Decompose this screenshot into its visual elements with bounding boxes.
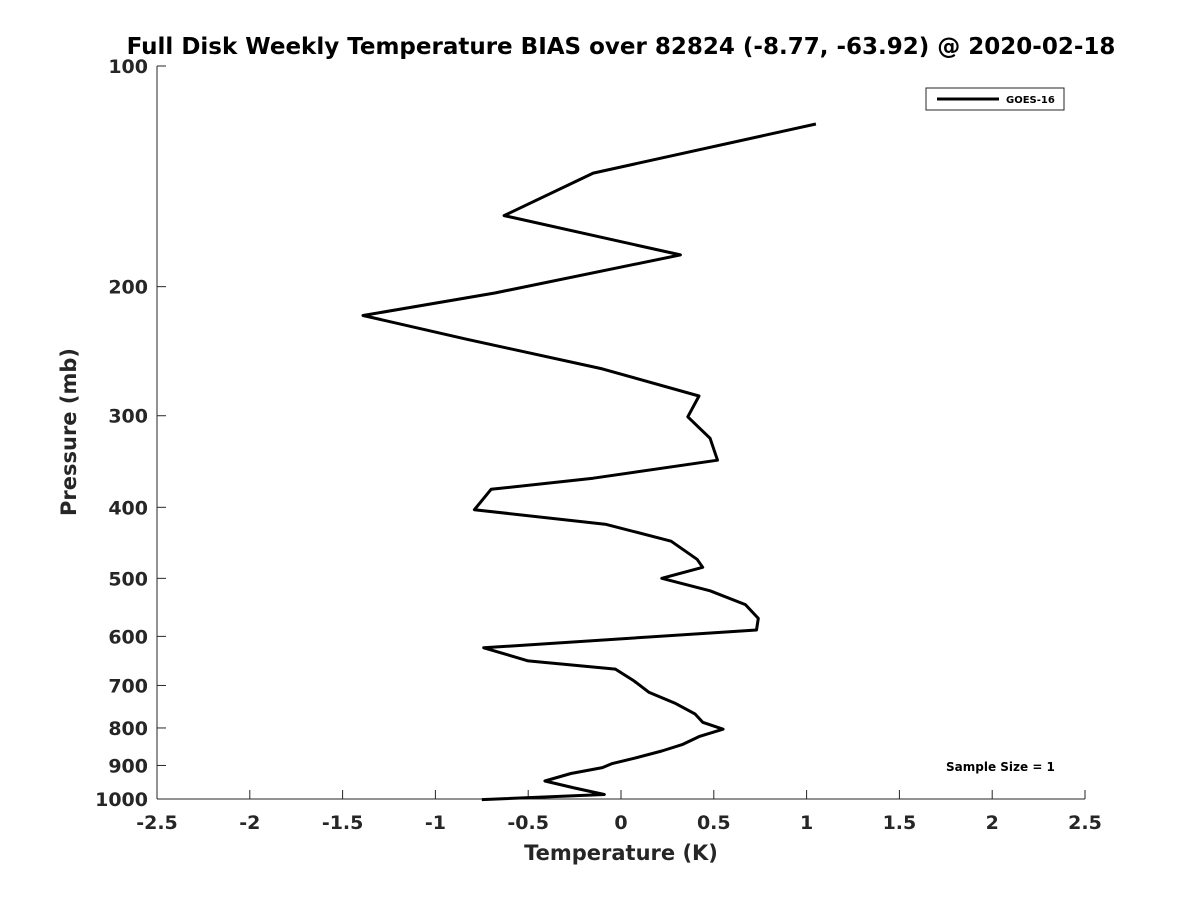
x-tick-label: 2 <box>986 812 999 834</box>
y-tick-label: 700 <box>108 675 148 697</box>
x-tick-label: -2 <box>239 812 260 834</box>
y-tick-label: 200 <box>108 277 148 299</box>
y-axis: 100 200 300 400 500 600 700 800 900 1000 <box>95 56 166 811</box>
y-tick-label: 100 <box>108 56 148 78</box>
y-tick-label: 500 <box>108 568 148 590</box>
y-tick-label: 400 <box>108 497 148 519</box>
x-tick-label: 1.5 <box>883 812 917 834</box>
y-tick-label: 1000 <box>95 789 148 811</box>
y-tick-label: 600 <box>108 626 148 648</box>
series-layer <box>361 122 817 802</box>
y-axis-label: Pressure (mb) <box>57 348 81 516</box>
y-tick-label: 800 <box>108 718 148 740</box>
x-axis: -2.5 -2 -1.5 -1 -0.5 0 0.5 1 1.5 2 2.5 <box>136 790 1102 834</box>
x-tick-label: -0.5 <box>507 812 549 834</box>
x-tick-label: -1.5 <box>322 812 364 834</box>
chart-title: Full Disk Weekly Temperature BIAS over 8… <box>127 34 1116 60</box>
series-line-goes-16 <box>361 122 817 802</box>
legend-label-goes-16: GOES-16 <box>1006 95 1055 106</box>
x-axis-label: Temperature (K) <box>524 841 718 865</box>
sample-size-note: Sample Size = 1 <box>946 760 1055 774</box>
x-tick-label: 1 <box>800 812 813 834</box>
legend: GOES-16 <box>925 87 1065 111</box>
x-tick-label: 0 <box>614 812 627 834</box>
x-tick-label: -1 <box>425 812 446 834</box>
x-tick-label: 2.5 <box>1068 812 1102 834</box>
x-tick-label: -2.5 <box>136 812 178 834</box>
y-tick-label: 300 <box>108 406 148 428</box>
y-tick-label: 900 <box>108 755 148 777</box>
x-tick-label: 0.5 <box>697 812 731 834</box>
